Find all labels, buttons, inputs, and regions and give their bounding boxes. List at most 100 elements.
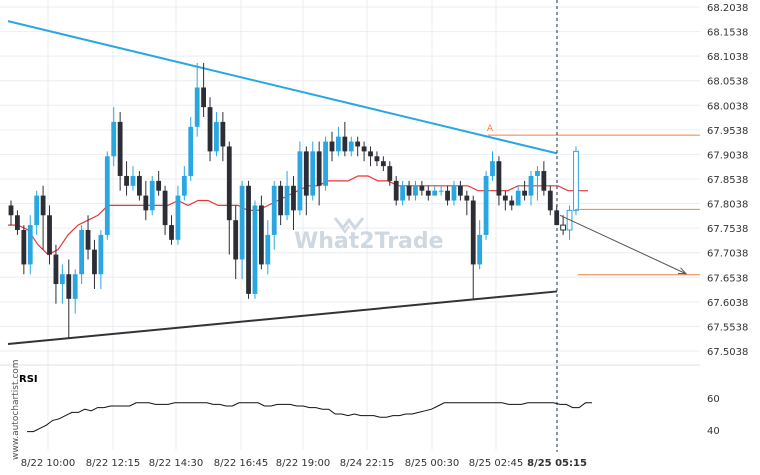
candle-body bbox=[502, 195, 508, 201]
rsi-label: RSI bbox=[19, 374, 38, 385]
candle-body bbox=[233, 220, 239, 260]
candle-body bbox=[380, 161, 386, 167]
watermark-text: What2Trade bbox=[294, 229, 444, 254]
support-trendline bbox=[7, 290, 558, 346]
time-tick-label: 8/22 12:15 bbox=[86, 458, 140, 469]
candle-body bbox=[201, 87, 206, 108]
candle-body bbox=[194, 87, 200, 127]
candle-body bbox=[21, 230, 27, 265]
trendlines bbox=[7, 20, 558, 346]
candle-body bbox=[220, 121, 226, 147]
candle-body bbox=[8, 205, 14, 216]
candle-body bbox=[181, 175, 187, 196]
price-tick-label: 67.9038 bbox=[707, 150, 748, 161]
candle-body bbox=[27, 225, 33, 265]
rsi-tick-label: 60 bbox=[707, 394, 720, 405]
candle-body bbox=[535, 171, 540, 176]
candle-body bbox=[137, 175, 142, 196]
candle-body bbox=[175, 195, 181, 240]
overlay: A bbox=[487, 0, 688, 452]
candle-body bbox=[47, 215, 52, 255]
candle-body bbox=[573, 150, 579, 211]
time-tick-label: 8/25 05:15 bbox=[527, 458, 587, 469]
candle-body bbox=[291, 185, 296, 211]
candle-body bbox=[509, 200, 515, 206]
candle-body bbox=[355, 141, 361, 147]
candle-body bbox=[104, 156, 110, 235]
candle-body bbox=[92, 249, 97, 275]
price-tick-label: 68.0038 bbox=[707, 101, 748, 112]
resistance-trendline bbox=[7, 20, 558, 155]
time-tick-label: 8/22 19:00 bbox=[276, 458, 330, 469]
candle-body bbox=[310, 151, 316, 196]
price-tick-label: 67.8038 bbox=[707, 200, 748, 211]
candle-body bbox=[143, 195, 149, 211]
candle-body bbox=[413, 185, 418, 196]
candle-body bbox=[458, 185, 463, 196]
candle-body bbox=[124, 175, 129, 186]
candle-body bbox=[547, 190, 553, 211]
candle-body bbox=[169, 225, 174, 240]
candle-body bbox=[477, 234, 483, 265]
candle-body bbox=[400, 185, 406, 201]
price-tick-label: 67.8538 bbox=[707, 175, 748, 186]
candle-body bbox=[438, 190, 444, 192]
candle-body bbox=[226, 146, 232, 221]
candle-body bbox=[162, 190, 168, 226]
candle-body bbox=[515, 190, 521, 206]
price-tick-label: 67.6538 bbox=[707, 273, 748, 284]
price-tick-label: 67.5038 bbox=[707, 347, 748, 358]
candle-body bbox=[560, 224, 567, 231]
price-axis: 68.2038 68.1538 68.1038 68.0538 68.0038 67.95… bbox=[707, 3, 748, 358]
watermark: What2Trade bbox=[294, 217, 444, 254]
candle-body bbox=[368, 151, 373, 157]
candle-body bbox=[15, 215, 20, 231]
candle-body bbox=[432, 190, 438, 196]
time-tick-label: 8/25 02:45 bbox=[469, 458, 523, 469]
rsi-tick-label: 40 bbox=[707, 426, 720, 437]
rsi-line bbox=[27, 402, 592, 433]
price-tick-label: 67.9538 bbox=[707, 126, 748, 137]
rsi-panel: RSI 60 40 bbox=[19, 374, 720, 437]
candle-body bbox=[85, 230, 91, 250]
candle-body bbox=[246, 185, 251, 294]
side-source-text: www.autochartist.com bbox=[11, 359, 21, 460]
candle-body bbox=[541, 171, 547, 191]
candle-body bbox=[445, 190, 450, 201]
candle-body bbox=[297, 151, 303, 211]
candle-body bbox=[406, 185, 412, 196]
candle-body bbox=[258, 205, 264, 265]
candle-body bbox=[79, 230, 85, 275]
candle-body bbox=[490, 161, 495, 176]
candle-body bbox=[393, 180, 399, 201]
forecast-arrow-line bbox=[559, 214, 687, 275]
price-tick-label: 68.2038 bbox=[707, 3, 748, 14]
candle-body bbox=[252, 205, 258, 294]
candle-body bbox=[214, 121, 219, 152]
candle-body bbox=[278, 185, 284, 216]
candle-body bbox=[316, 151, 322, 186]
candle-body bbox=[496, 161, 502, 196]
candle-body bbox=[425, 190, 431, 196]
candle-body bbox=[329, 141, 335, 152]
candle-body bbox=[156, 180, 162, 191]
candle-body bbox=[117, 121, 123, 176]
candle-body bbox=[528, 175, 534, 196]
price-tick-label: 67.5538 bbox=[707, 322, 748, 333]
candle-body bbox=[303, 151, 309, 196]
candle-body bbox=[207, 107, 213, 152]
candle-body bbox=[98, 234, 104, 275]
price-tick-label: 68.1038 bbox=[707, 52, 748, 63]
time-tick-label: 8/22 14:30 bbox=[149, 458, 203, 469]
watermark-logo-icon bbox=[333, 217, 365, 234]
time-tick-label: 8/24 22:15 bbox=[340, 458, 394, 469]
candle-body bbox=[66, 274, 72, 299]
candle-body bbox=[265, 234, 271, 265]
candle-body bbox=[387, 166, 393, 181]
candles bbox=[8, 62, 579, 339]
price-tick-label: 68.1538 bbox=[707, 28, 748, 39]
candle-body bbox=[149, 180, 155, 211]
candle-body bbox=[464, 195, 470, 201]
candle-body bbox=[336, 136, 341, 152]
